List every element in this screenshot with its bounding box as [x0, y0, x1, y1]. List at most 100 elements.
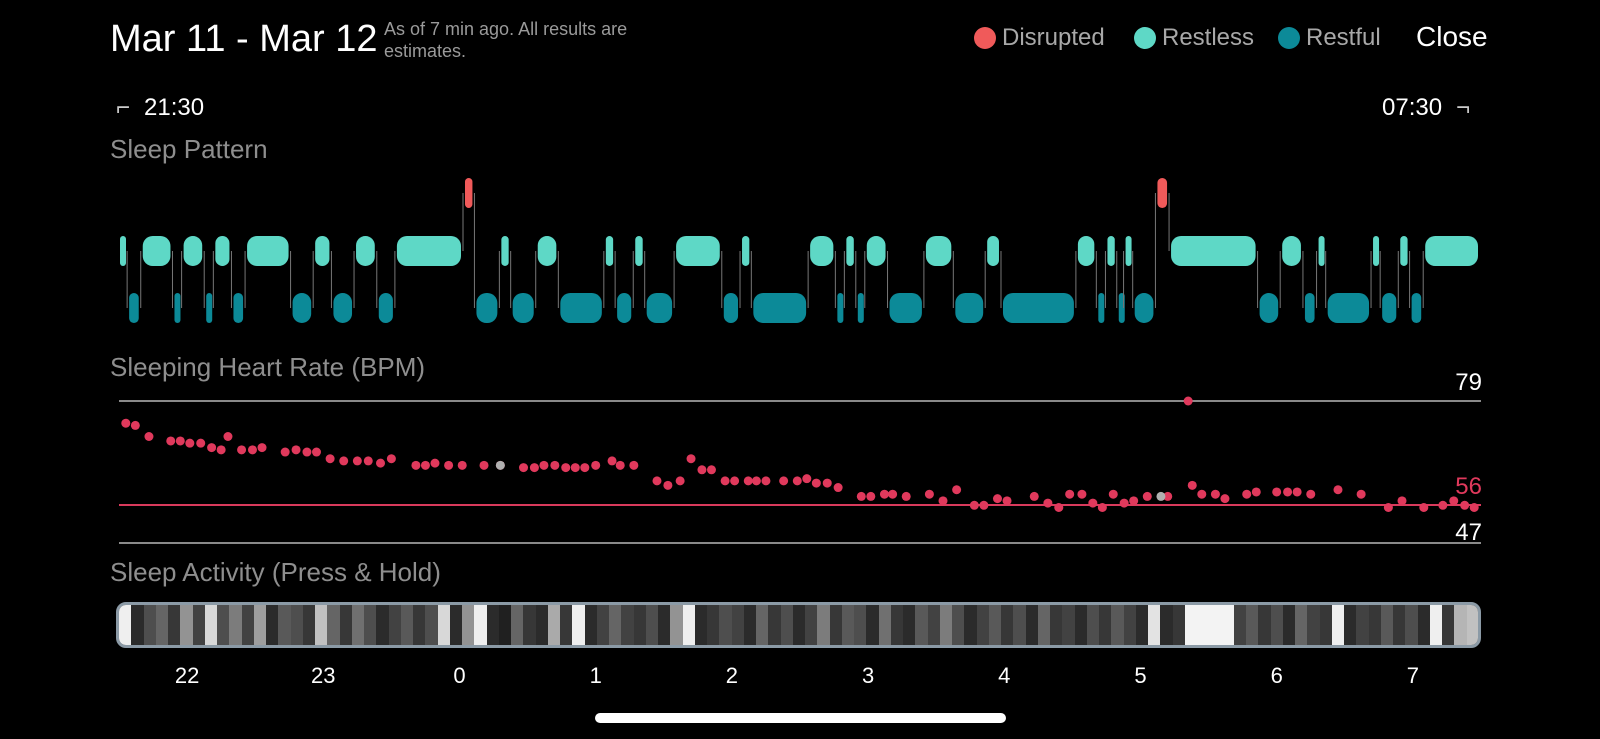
bracket-left-icon: ⌐: [116, 94, 131, 121]
hr-data-point: [196, 438, 206, 448]
hr-data-point: [938, 496, 948, 506]
hr-data-point: [720, 476, 730, 486]
hr-data-point: [761, 476, 771, 486]
activity-segment: [192, 605, 205, 645]
activity-segment: [351, 605, 364, 645]
sleep-segment-restless: [987, 236, 999, 266]
activity-segment: [560, 605, 573, 645]
sleep-segment-restful: [129, 293, 139, 323]
hr-data-point: [1283, 487, 1293, 497]
hr-data-point: [175, 436, 185, 446]
hr-data-point: [1333, 485, 1343, 495]
hr-data-point: [802, 474, 812, 484]
close-button[interactable]: Close: [1416, 21, 1488, 52]
hr-data-point: [979, 500, 989, 510]
sleep-segment-restless: [1318, 236, 1325, 266]
hr-data-point: [1097, 503, 1107, 512]
sleep-segment-restful: [617, 293, 632, 323]
activity-segment: [1356, 605, 1369, 645]
activity-segment: [939, 605, 952, 645]
activity-segment: [1442, 605, 1455, 645]
activity-segment: [1111, 605, 1124, 645]
sleep-pattern-label: Sleep Pattern: [110, 134, 268, 164]
activity-segment: [535, 605, 548, 645]
activity-segment: [155, 605, 168, 645]
hr-data-point: [247, 445, 257, 455]
hour-tick-label: 6: [1270, 663, 1283, 688]
hr-data-point: [743, 476, 753, 486]
hr-data-point: [280, 447, 290, 457]
hr-data-point: [580, 463, 590, 473]
hr-data-point: [339, 456, 349, 466]
hr-data-point: [1449, 496, 1459, 506]
activity-segment: [462, 605, 475, 645]
activity-segment: [707, 605, 720, 645]
activity-segment: [364, 605, 377, 645]
activity-segment: [952, 605, 965, 645]
sleep-segment-restless: [846, 236, 854, 266]
sleep-segment-restful: [1098, 293, 1105, 323]
activity-segment: [339, 605, 352, 645]
activity-segment: [1368, 605, 1381, 645]
activity-segment: [413, 605, 426, 645]
activity-segment: [988, 605, 1001, 645]
hr-data-point: [1272, 487, 1282, 497]
activity-segment: [229, 605, 242, 645]
activity-segment: [682, 605, 695, 645]
legend-restless-label: Restless: [1162, 24, 1255, 51]
activity-segment: [376, 605, 389, 645]
activity-segment: [1307, 605, 1320, 645]
activity-segment: [572, 605, 585, 645]
activity-segment: [1393, 605, 1406, 645]
activity-segment: [1380, 605, 1393, 645]
activity-segment: [1197, 605, 1210, 645]
hr-data-point: [879, 489, 889, 499]
activity-segment: [388, 605, 401, 645]
home-indicator[interactable]: [595, 713, 1006, 723]
hr-data-point-estimated: [1156, 491, 1166, 501]
hr-data-point-estimated: [495, 460, 505, 470]
hr-data-point: [1397, 496, 1407, 506]
hr-data-point: [888, 489, 898, 499]
hr-data-point: [561, 463, 571, 473]
activity-segment: [584, 605, 597, 645]
hr-data-point: [811, 478, 821, 488]
sleep-segment-restful: [512, 293, 534, 323]
activity-segment: [645, 605, 658, 645]
sleep-segment-restless: [1125, 236, 1132, 266]
activity-segment: [1209, 605, 1222, 645]
hour-tick-label: 2: [725, 663, 739, 688]
activity-segment: [302, 605, 315, 645]
hr-data-point: [924, 489, 934, 499]
activity-segment: [278, 605, 291, 645]
activity-segment: [327, 605, 340, 645]
sleep-activity-label: Sleep Activity (Press & Hold): [110, 557, 441, 587]
hr-data-point: [444, 460, 454, 470]
hr-data-point: [730, 476, 740, 486]
hr-data-point: [1129, 496, 1139, 506]
hr-data-point: [352, 456, 362, 466]
hr-data-point: [686, 454, 696, 464]
hr-data-point: [363, 456, 373, 466]
sleep-segment-restless: [315, 236, 330, 266]
start-time: ⌐ 21:30: [116, 94, 204, 122]
hr-data-point: [1183, 396, 1193, 406]
activity-segment: [1099, 605, 1112, 645]
restful-dot-icon: [1278, 27, 1300, 49]
activity-segment: [1025, 605, 1038, 645]
disrupted-dot-icon: [974, 27, 996, 49]
hr-data-point: [311, 447, 321, 457]
sleep-segment-restless: [120, 236, 126, 266]
hr-data-point: [792, 476, 802, 486]
hr-data-point: [663, 480, 673, 490]
sleep-activity-strip[interactable]: [116, 602, 1481, 648]
hr-data-point: [302, 447, 312, 457]
hr-data-point: [1383, 503, 1393, 512]
activity-segment: [609, 605, 622, 645]
hr-data-point: [1469, 503, 1479, 512]
activity-segment: [1135, 605, 1148, 645]
legend-restful: Restful: [1278, 24, 1381, 52]
sleep-segment-restful: [174, 293, 181, 323]
hr-data-point: [291, 445, 301, 455]
sleep-segment-restless: [501, 236, 509, 266]
